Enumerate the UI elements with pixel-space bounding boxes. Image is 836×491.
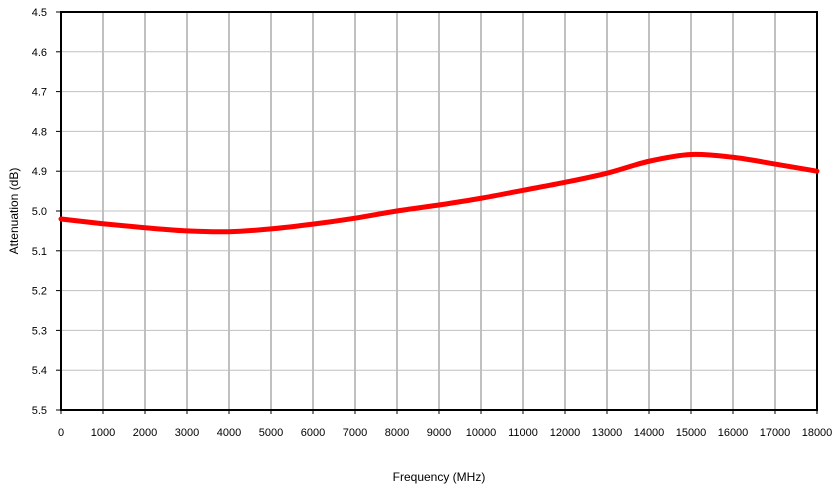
y-axis: 4.5 4.6 4.7 4.8 4.9 5.0 5.1 5.2 5.3 5.4 5.5 — [32, 7, 61, 417]
x-tick-label: 8000 — [385, 427, 409, 439]
x-tick-label: 3000 — [175, 427, 199, 439]
y-tick-label: 4.5 — [32, 7, 47, 19]
y-tick-label: 5.4 — [32, 365, 47, 377]
x-tick-label: 14000 — [634, 427, 665, 439]
y-tick-label: 5.3 — [32, 325, 47, 337]
x-tick-label: 6000 — [301, 427, 325, 439]
attenuation-series-line — [58, 151, 820, 235]
x-tick-label: 13000 — [592, 427, 623, 439]
x-tick-label: 10000 — [466, 427, 497, 439]
x-tick-label: 7000 — [343, 427, 367, 439]
x-axis-title: Frequency (MHz) — [393, 470, 486, 484]
y-tick-label: 5.1 — [32, 246, 47, 258]
x-tick-label: 12000 — [550, 427, 581, 439]
y-tick-label: 4.7 — [32, 87, 47, 99]
x-tick-label: 9000 — [427, 427, 451, 439]
y-axis-title: Attenuation (dB) — [7, 168, 21, 255]
y-tick-label: 5.5 — [32, 405, 47, 417]
x-tick-label: 16000 — [718, 427, 749, 439]
y-tick-label: 4.9 — [32, 166, 47, 178]
x-axis: 0 1000 2000 3000 4000 5000 6000 7000 8000 9000 100… — [58, 410, 832, 439]
y-tick-label: 4.6 — [32, 47, 47, 59]
x-tick-label: 17000 — [760, 427, 791, 439]
y-tick-label: 5.0 — [32, 206, 47, 218]
x-tick-label: 2000 — [133, 427, 157, 439]
x-tick-label: 5000 — [259, 427, 283, 439]
x-tick-label: 11000 — [508, 427, 538, 439]
y-tick-label: 4.8 — [32, 126, 47, 138]
x-tick-label: 4000 — [217, 427, 241, 439]
x-tick-label: 15000 — [676, 427, 707, 439]
x-tick-label: 0 — [58, 427, 64, 439]
y-tick-label: 5.2 — [32, 286, 47, 298]
x-tick-label: 18000 — [802, 427, 833, 439]
x-tick-label: 1000 — [91, 427, 115, 439]
grid — [61, 12, 817, 410]
